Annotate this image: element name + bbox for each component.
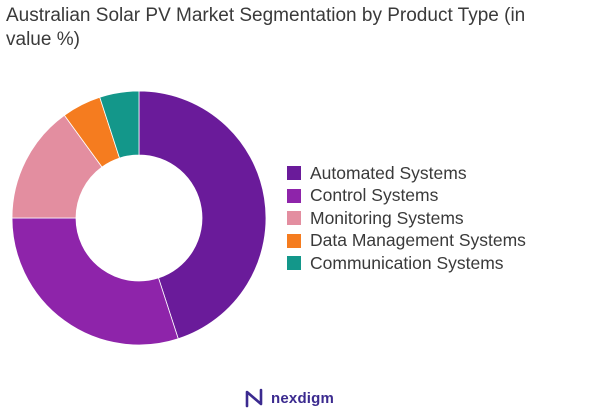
legend-label: Control Systems xyxy=(310,185,439,206)
legend-label: Automated Systems xyxy=(310,162,467,183)
brand-logo: nexdigm xyxy=(244,388,334,408)
legend-item-monitoring-systems: Monitoring Systems xyxy=(287,207,526,230)
legend-item-control-systems: Control Systems xyxy=(287,185,526,208)
legend-label: Data Management Systems xyxy=(310,230,526,251)
legend-swatch xyxy=(287,233,301,248)
brand-name: nexdigm xyxy=(271,389,335,407)
legend-item-communication-systems: Communication Systems xyxy=(287,252,526,275)
legend-swatch xyxy=(287,188,301,203)
chart-title: Australian Solar PV Market Segmentation … xyxy=(6,5,526,50)
legend-label: Communication Systems xyxy=(310,252,504,273)
legend-item-automated-systems: Automated Systems xyxy=(287,162,526,185)
legend-label: Monitoring Systems xyxy=(310,207,464,228)
donut-slices xyxy=(11,90,267,346)
legend-swatch xyxy=(287,166,301,181)
legend-item-data-management-systems: Data Management Systems xyxy=(287,230,526,253)
nexdigm-logo-icon xyxy=(245,388,263,408)
slice-control-systems xyxy=(11,217,179,346)
slice-communication-systems xyxy=(99,90,140,159)
chart-legend: Automated Systems Control Systems Monitori… xyxy=(287,162,526,275)
legend-swatch xyxy=(287,211,301,226)
legend-swatch xyxy=(287,256,301,271)
slice-automated-systems xyxy=(138,90,267,340)
